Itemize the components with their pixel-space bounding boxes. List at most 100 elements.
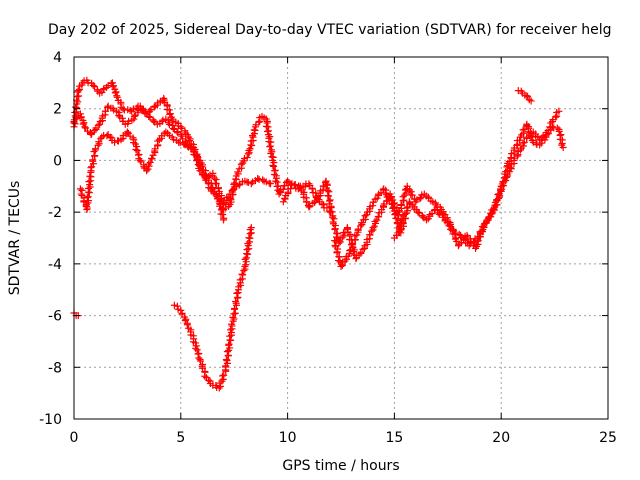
data-point bbox=[480, 223, 488, 231]
data-point bbox=[229, 313, 237, 321]
y-tick-label: -8 bbox=[48, 360, 62, 376]
data-point bbox=[194, 350, 202, 358]
data-point bbox=[357, 222, 365, 230]
plot-frame bbox=[73, 56, 609, 420]
data-point bbox=[148, 154, 156, 162]
data-point bbox=[402, 185, 410, 193]
data-point bbox=[80, 119, 88, 127]
data-point bbox=[216, 200, 224, 208]
data-point bbox=[262, 178, 270, 186]
data-point bbox=[220, 216, 228, 224]
data-point bbox=[408, 191, 416, 199]
data-point bbox=[434, 209, 442, 217]
data-point bbox=[290, 181, 298, 189]
data-point bbox=[478, 227, 486, 235]
data-point bbox=[145, 112, 153, 120]
data-point bbox=[324, 192, 332, 200]
data-point bbox=[304, 201, 312, 209]
series-track-short-15 bbox=[390, 211, 407, 242]
data-point bbox=[158, 117, 166, 125]
data-point bbox=[445, 222, 453, 230]
data-point bbox=[359, 245, 367, 253]
data-point bbox=[243, 153, 251, 161]
data-point bbox=[87, 164, 95, 172]
data-point bbox=[113, 93, 121, 101]
data-point bbox=[119, 105, 127, 113]
data-point bbox=[177, 306, 185, 314]
series-track-upper-b bbox=[70, 102, 228, 224]
data-point bbox=[435, 210, 443, 218]
data-point bbox=[230, 179, 238, 187]
data-point bbox=[559, 144, 567, 151]
data-point bbox=[247, 180, 255, 188]
y-tick-label: -4 bbox=[48, 257, 62, 273]
data-point bbox=[83, 194, 91, 202]
data-point bbox=[369, 224, 377, 232]
data-point bbox=[84, 184, 92, 192]
data-point bbox=[198, 167, 206, 175]
series-track-dip bbox=[170, 224, 255, 392]
data-point bbox=[273, 182, 281, 190]
x-tick-label: 25 bbox=[599, 430, 617, 446]
data-point bbox=[103, 132, 111, 140]
data-point bbox=[419, 213, 427, 221]
data-point bbox=[132, 145, 140, 153]
data-point bbox=[503, 163, 511, 171]
data-point bbox=[115, 111, 123, 119]
data-point bbox=[322, 177, 330, 185]
data-point bbox=[385, 196, 393, 204]
data-point bbox=[168, 121, 176, 129]
data-point bbox=[227, 194, 235, 202]
y-tick-label: -10 bbox=[39, 412, 62, 428]
data-point bbox=[210, 174, 218, 182]
data-point bbox=[474, 234, 482, 242]
data-point bbox=[520, 125, 528, 133]
data-point bbox=[349, 240, 357, 248]
data-point bbox=[481, 220, 489, 228]
data-point bbox=[183, 321, 191, 329]
data-point bbox=[146, 158, 154, 166]
x-tick-label: 0 bbox=[70, 430, 79, 446]
data-point bbox=[254, 175, 262, 183]
data-point bbox=[72, 103, 80, 111]
data-point bbox=[335, 257, 343, 265]
data-point bbox=[371, 217, 379, 225]
data-point bbox=[305, 203, 313, 211]
data-point bbox=[76, 185, 84, 193]
data-point bbox=[150, 117, 158, 125]
data-point bbox=[507, 164, 515, 172]
data-point bbox=[291, 180, 299, 188]
data-point bbox=[110, 106, 118, 114]
data-point bbox=[400, 196, 408, 204]
data-point bbox=[546, 123, 554, 131]
data-point bbox=[123, 128, 131, 136]
data-point bbox=[469, 239, 477, 247]
data-point bbox=[555, 127, 563, 135]
data-point bbox=[476, 228, 484, 236]
data-point bbox=[263, 127, 271, 135]
data-point bbox=[366, 231, 374, 239]
x-tick-label: 5 bbox=[176, 430, 185, 446]
data-point bbox=[513, 152, 521, 160]
data-point bbox=[493, 196, 501, 204]
data-point bbox=[374, 212, 382, 220]
data-point bbox=[361, 212, 369, 220]
axes: 0 5 10 15 20 25 -10 -8 -6 -4 -2 0 2 4 bbox=[39, 50, 617, 446]
data-point bbox=[397, 201, 405, 209]
data-point bbox=[133, 146, 141, 154]
data-point bbox=[219, 211, 227, 219]
data-point bbox=[305, 180, 313, 188]
data-point bbox=[297, 184, 305, 192]
data-point bbox=[266, 143, 274, 151]
data-point bbox=[326, 196, 334, 204]
series-track-late-21 bbox=[514, 87, 535, 105]
data-point bbox=[169, 124, 177, 132]
data-point bbox=[269, 161, 277, 169]
data-point bbox=[266, 142, 274, 150]
data-point bbox=[266, 133, 274, 141]
data-point bbox=[215, 384, 223, 392]
data-point bbox=[173, 128, 181, 136]
data-point bbox=[126, 132, 134, 140]
data-point bbox=[223, 348, 231, 356]
